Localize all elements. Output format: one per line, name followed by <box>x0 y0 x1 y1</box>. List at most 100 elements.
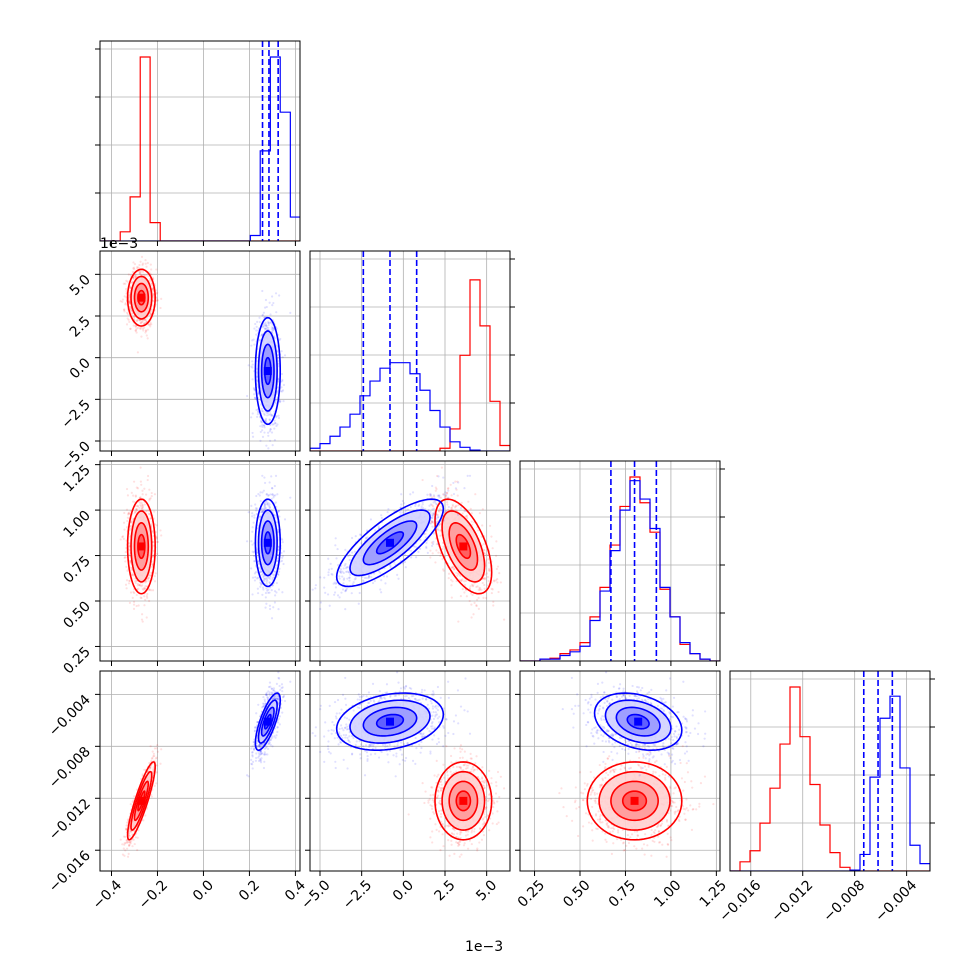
panel-1-0 <box>95 250 301 456</box>
scatter-point <box>271 576 274 580</box>
scatter-point <box>128 579 131 582</box>
scatter-point <box>435 487 438 491</box>
scatter-point <box>255 494 258 498</box>
scatter-point <box>261 313 264 316</box>
scatter-point <box>465 514 468 517</box>
scatter-point <box>345 566 349 569</box>
scatter-point <box>265 577 268 580</box>
scatter-point <box>435 521 439 524</box>
scatter-point <box>281 380 284 383</box>
scatter-point <box>263 505 266 508</box>
scatter-point <box>264 323 267 326</box>
scatter-point <box>254 503 257 506</box>
scatter-point <box>134 580 137 583</box>
scatter-point <box>261 491 264 494</box>
scatter-point <box>266 431 270 434</box>
scatter-point <box>261 423 264 427</box>
scatter-point <box>478 586 481 589</box>
scatter-point <box>255 509 258 512</box>
scatter-point <box>480 588 483 591</box>
scatter-point <box>367 576 370 580</box>
scatter-point <box>135 327 138 331</box>
scatter-point <box>502 618 506 621</box>
scatter-point <box>136 504 139 508</box>
scatter-point <box>363 576 367 580</box>
scatter-point <box>440 505 443 508</box>
scatter-point <box>126 317 129 320</box>
scatter-point <box>144 331 147 334</box>
scatter-point <box>251 435 255 438</box>
scatter-point <box>263 413 266 417</box>
scatter-point <box>330 567 333 570</box>
scatter-point <box>353 550 356 553</box>
scatter-point <box>268 481 271 484</box>
scatter-point <box>481 581 484 585</box>
scatter-point <box>276 423 279 426</box>
scatter-point <box>255 333 258 336</box>
scatter-point <box>333 581 336 584</box>
scatter-point <box>251 593 254 596</box>
scatter-point <box>272 494 276 497</box>
scatter-point <box>487 558 490 561</box>
scatter-point <box>137 583 141 587</box>
scatter-point <box>245 394 249 398</box>
scatter-point <box>275 567 278 570</box>
scatter-point <box>272 329 275 332</box>
scatter-point <box>264 591 268 595</box>
scatter-point <box>268 581 271 584</box>
scatter-point <box>341 588 345 591</box>
scatter-point <box>341 570 344 573</box>
scatter-point <box>130 521 133 524</box>
scatter-point <box>263 424 266 427</box>
scatter-point <box>129 528 132 531</box>
scatter-point <box>267 326 270 329</box>
scatter-point <box>389 564 392 567</box>
scatter-point <box>265 492 268 496</box>
scatter-point <box>417 504 420 507</box>
scatter-point <box>155 292 158 295</box>
scatter-point <box>258 320 261 324</box>
scatter-point <box>139 273 142 276</box>
scatter-point <box>447 489 450 492</box>
panel-2-0 <box>95 460 301 666</box>
scatter-point <box>138 271 141 275</box>
scatter-point <box>277 573 280 577</box>
scatter-point <box>477 529 480 532</box>
scatter-point <box>268 418 272 422</box>
scatter-point <box>274 399 277 402</box>
scatter-point <box>253 572 257 575</box>
scatter-point <box>266 501 269 504</box>
scatter-point <box>253 396 257 400</box>
scatter-point <box>455 571 458 574</box>
scatter-point <box>497 590 500 594</box>
scatter-point <box>436 513 440 517</box>
scatter-point <box>258 316 261 319</box>
scatter-point <box>151 529 154 533</box>
scatter-point <box>129 306 132 309</box>
scatter-point <box>132 574 135 577</box>
scatter-point <box>272 453 274 455</box>
scatter-point <box>151 288 154 291</box>
scatter-point <box>263 508 266 511</box>
scatter-point <box>282 562 285 566</box>
scatter-point <box>129 561 132 564</box>
scatter-point <box>431 512 435 515</box>
scatter-point <box>149 574 152 577</box>
scatter-point <box>350 536 354 540</box>
scatter-point <box>261 586 265 589</box>
scatter-point <box>253 579 257 582</box>
scatter-point <box>454 505 457 508</box>
scatter-point <box>124 560 127 563</box>
scatter-point <box>127 318 130 321</box>
scatter-point <box>445 491 449 495</box>
scatter-point <box>134 510 137 514</box>
scatter-point <box>393 561 396 564</box>
scatter-point <box>280 372 284 376</box>
scatter-point <box>129 524 132 527</box>
scatter-point <box>264 327 268 331</box>
scatter-point <box>262 322 265 326</box>
scatter-point <box>483 583 486 587</box>
scatter-point <box>440 509 443 512</box>
scatter-point <box>139 321 143 325</box>
